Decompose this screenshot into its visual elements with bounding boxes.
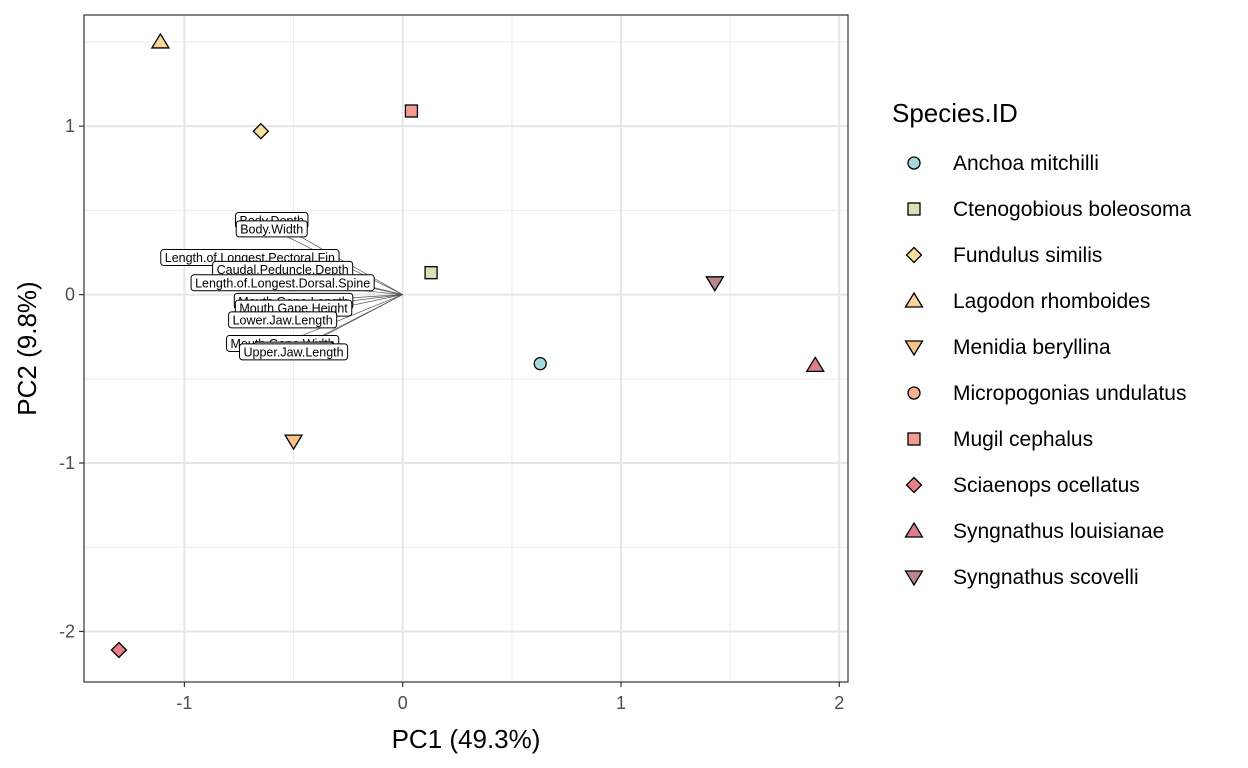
y-tick-label: -1 — [59, 453, 75, 473]
legend: Species.ID Anchoa mitchilli Ctenogobious … — [892, 98, 1191, 589]
point-syngnathus-louisianae — [805, 356, 825, 372]
loading-vector-label: Lower.Jaw.Length — [228, 311, 338, 329]
loading-vector-label-text: Body.Width — [240, 222, 303, 236]
legend-key-lagodon-rhomboides — [904, 291, 924, 308]
axis-tick-labels: -1 0 1 2 1 0 -1 -2 — [59, 116, 844, 713]
legend-key-syngnathus-scovelli — [904, 570, 924, 587]
legend-item: Syngnathus scovelli — [904, 566, 1139, 589]
legend-items: Anchoa mitchilli Ctenogobious boleosoma Fu… — [904, 152, 1191, 589]
loading-vector-label-text: Upper.Jaw.Length — [244, 345, 344, 359]
legend-title: Species.ID — [892, 98, 1018, 128]
legend-label: Menidia beryllina — [953, 336, 1111, 359]
axis-ticks — [79, 125, 840, 687]
point-fundulus-similis — [252, 122, 270, 140]
point-syngnathus-scovelli — [705, 276, 725, 293]
point-ctenogobious-boleosoma — [424, 266, 438, 280]
legend-label: Fundulus similis — [953, 244, 1102, 267]
legend-label: Lagodon rhomboides — [953, 290, 1150, 313]
legend-item: Syngnathus louisianae — [904, 520, 1164, 543]
loading-vector-labels: Body.DepthBody.WidthLength.of.Longest.Pe… — [160, 211, 375, 361]
legend-item: Fundulus similis — [905, 244, 1102, 267]
legend-label: Ctenogobious boleosoma — [953, 198, 1191, 221]
loading-vector-label: Caudal.Peduncle.Depth — [212, 260, 354, 278]
x-tick-label: 2 — [834, 693, 844, 713]
loading-vector-label: Body.Width — [235, 220, 308, 238]
legend-key-syngnathus-louisianae — [904, 521, 924, 538]
point-anchoa-mitchilli — [533, 357, 547, 371]
loading-vector-label-box — [228, 311, 338, 329]
legend-item: Mugil cephalus — [907, 428, 1093, 451]
legend-item: Lagodon rhomboides — [904, 290, 1150, 313]
loading-vector-label: Length.of.Longest.Dorsal.Spine — [190, 274, 375, 292]
loading-vector-label-box — [239, 343, 349, 361]
x-tick-label: 1 — [616, 693, 626, 713]
legend-item: Anchoa mitchilli — [907, 152, 1099, 175]
loading-vector-label: Upper.Jaw.Length — [239, 343, 349, 361]
point-menidia-beryllina — [283, 434, 304, 451]
point-mugil-cephalus — [404, 104, 419, 118]
legend-item: Menidia beryllina — [904, 336, 1111, 359]
y-tick-label: -2 — [59, 621, 75, 641]
plot-panel-border — [83, 14, 849, 683]
major-gridlines — [84, 15, 848, 682]
legend-item: Micropogonias undulatus — [907, 382, 1186, 405]
x-tick-label: -1 — [176, 693, 192, 713]
x-tick-label: 0 — [398, 693, 408, 713]
y-tick-label: 1 — [65, 116, 75, 136]
loading-vector-label-text: Length.of.Longest.Dorsal.Spine — [195, 276, 370, 290]
data-points — [110, 32, 825, 659]
legend-label: Sciaenops ocellatus — [953, 474, 1140, 497]
loading-vector-label-text: Caudal.Peduncle.Depth — [217, 263, 349, 277]
legend-label: Micropogonias undulatus — [953, 382, 1186, 405]
legend-label: Anchoa mitchilli — [953, 152, 1099, 175]
loading-vector-label-text: Lower.Jaw.Length — [233, 313, 333, 327]
point-lagodon-rhomboides — [150, 32, 171, 49]
legend-key-fundulus-similis — [905, 246, 923, 264]
point-sciaenops-ocellatus — [110, 641, 128, 659]
legend-label: Syngnathus louisianae — [953, 520, 1164, 543]
legend-key-ctenogobious-boleosoma — [907, 202, 921, 216]
legend-label: Syngnathus scovelli — [953, 566, 1139, 589]
legend-item: Ctenogobious boleosoma — [907, 198, 1191, 221]
legend-key-menidia-beryllina — [904, 340, 924, 357]
y-axis-title: PC2 (9.8%) — [12, 281, 42, 415]
minor-gridlines — [84, 15, 848, 682]
x-axis-title: PC1 (49.3%) — [392, 724, 541, 754]
legend-key-mugil-cephalus — [907, 432, 921, 446]
loading-vector-label-box — [235, 220, 308, 238]
legend-key-anchoa-mitchilli — [907, 156, 921, 170]
y-tick-label: 0 — [65, 285, 75, 305]
legend-label: Mugil cephalus — [953, 428, 1093, 451]
legend-key-sciaenops-ocellatus — [905, 476, 923, 494]
legend-item: Sciaenops ocellatus — [905, 474, 1140, 497]
legend-key-micropogonias-undulatus — [907, 386, 921, 400]
loading-vector-label-box — [190, 274, 375, 292]
